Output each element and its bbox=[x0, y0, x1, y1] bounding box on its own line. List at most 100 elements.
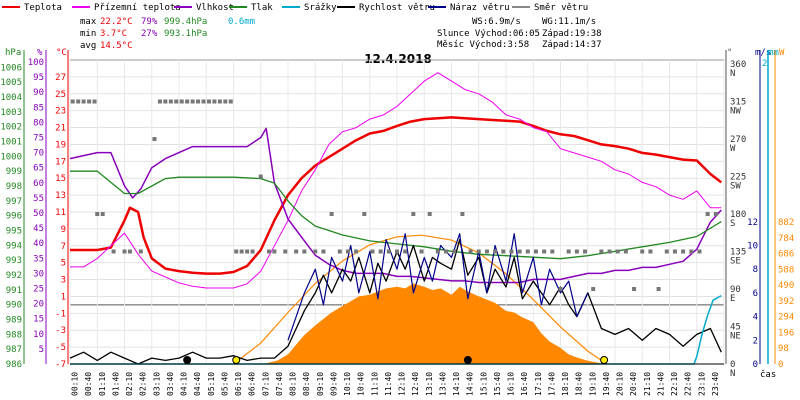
wind-direction-point bbox=[212, 99, 217, 104]
wind-direction-point bbox=[468, 249, 473, 254]
wind-direction-point bbox=[206, 99, 211, 104]
wind-tick-label: 2 bbox=[753, 336, 758, 346]
humidity-tick-label: 70 bbox=[33, 149, 44, 159]
wind-direction-point bbox=[427, 212, 432, 216]
wind-direction-point bbox=[250, 249, 255, 254]
wind-direction-point bbox=[362, 212, 367, 216]
humidity-tick-label: 90 bbox=[33, 88, 44, 98]
wind-direction-point bbox=[138, 249, 143, 254]
direction-tick-sub: E bbox=[730, 294, 735, 304]
temperature-tick-label: -7 bbox=[55, 360, 66, 370]
x-tick-label: 12:40 bbox=[411, 372, 420, 396]
wind-direction-point bbox=[681, 249, 686, 254]
wind-direction-point bbox=[599, 249, 604, 254]
wind-direction-point bbox=[217, 99, 222, 104]
wind-direction-point bbox=[509, 249, 514, 254]
axes: hPa9869879889899909919929939949959969979… bbox=[0, 48, 794, 379]
x-tick-label: 12:10 bbox=[398, 372, 407, 396]
wind-direction-point bbox=[163, 99, 168, 104]
stat-max-rain: 0.6mm bbox=[228, 17, 255, 27]
series-line bbox=[287, 233, 589, 341]
moonrise-marker bbox=[183, 356, 192, 364]
direction-axis-unit: ° bbox=[727, 48, 732, 58]
pressure-tick-label: 990 bbox=[6, 301, 22, 311]
solar-tick-label: 98 bbox=[778, 344, 789, 354]
wind-direction-point bbox=[258, 174, 263, 179]
pressure-tick-label: 988 bbox=[6, 330, 22, 340]
wind-direction-point bbox=[179, 99, 184, 104]
wind-direction-point bbox=[190, 99, 195, 104]
solar-tick-label: 196 bbox=[778, 328, 794, 338]
humidity-tick-label: 60 bbox=[33, 179, 44, 189]
legend-label: Směr větru bbox=[534, 3, 588, 13]
pressure-tick-label: 1002 bbox=[0, 123, 22, 133]
x-tick-label: 07:40 bbox=[275, 372, 284, 396]
humidity-tick-label: 15 bbox=[33, 315, 44, 325]
x-tick-label: 06:10 bbox=[234, 372, 243, 396]
humidity-axis-unit: % bbox=[37, 48, 43, 58]
x-tick-label: 20:40 bbox=[629, 372, 638, 396]
wind-direction-point bbox=[111, 249, 116, 254]
wind-direction-point bbox=[76, 99, 81, 104]
wind-direction-point bbox=[321, 249, 326, 254]
wind-direction-point bbox=[127, 249, 132, 254]
temperature-tick-label: 3 bbox=[61, 276, 66, 286]
direction-tick-label: 90 bbox=[730, 285, 741, 295]
wind-direction-point bbox=[452, 249, 457, 254]
wind-direction-point bbox=[640, 249, 645, 254]
temperature-tick-label: 19 bbox=[55, 140, 66, 150]
wind-direction-point bbox=[476, 249, 481, 254]
humidity-tick-label: 65 bbox=[33, 164, 44, 174]
moonset-marker bbox=[463, 356, 472, 364]
wind-tick-label: 0 bbox=[753, 360, 758, 370]
humidity-tick-label: 100 bbox=[28, 58, 44, 68]
wind-direction-point bbox=[337, 249, 342, 254]
wind-direction-point bbox=[632, 287, 637, 291]
x-tick-label: 13:40 bbox=[438, 372, 447, 396]
x-tick-label: 05:40 bbox=[220, 372, 229, 396]
direction-tick-sub: N bbox=[730, 369, 735, 379]
humidity-tick-label: 5 bbox=[39, 345, 44, 355]
humidity-tick-label: 80 bbox=[33, 118, 44, 128]
wind-tick-label: 6 bbox=[753, 289, 758, 299]
solar-tick-label: 686 bbox=[778, 250, 794, 260]
wind-direction-point bbox=[550, 249, 555, 254]
stat-sunset: Západ:19:38 bbox=[542, 29, 602, 39]
series-line bbox=[70, 170, 722, 260]
stat-avg-label: avg bbox=[80, 41, 96, 51]
series-line bbox=[69, 238, 722, 365]
x-axis-unit: čas bbox=[760, 369, 776, 380]
stat-max-temp: 22.2°C bbox=[100, 17, 133, 27]
wind-direction-point bbox=[100, 212, 105, 216]
x-tick-label: 16:10 bbox=[507, 372, 516, 396]
temperature-tick-label: 5 bbox=[61, 259, 66, 269]
wind-direction-point bbox=[70, 99, 75, 104]
wind-direction-point bbox=[615, 249, 620, 254]
wind-direction-point bbox=[705, 212, 710, 216]
pressure-tick-label: 996 bbox=[6, 212, 22, 222]
x-tick-label: 17:10 bbox=[534, 372, 543, 396]
rain-axis-unit: mm bbox=[768, 48, 779, 58]
wind-direction-point bbox=[157, 99, 162, 104]
wind-direction-point bbox=[196, 99, 201, 104]
wind-direction-point bbox=[228, 99, 233, 104]
wind-direction-point bbox=[419, 249, 424, 254]
solar-axis-unit: W bbox=[779, 48, 785, 58]
x-tick-label: 22:40 bbox=[684, 372, 693, 396]
stat-max-label: max bbox=[80, 17, 97, 27]
wind-tick-label: 12 bbox=[747, 218, 758, 228]
wind-direction-point bbox=[623, 249, 628, 254]
wind-direction-point bbox=[591, 287, 596, 291]
solar-tick-label: 784 bbox=[778, 234, 794, 244]
stat-max-hum: 79% bbox=[141, 17, 158, 27]
x-tick-label: 01:40 bbox=[111, 372, 120, 396]
x-tick-label: 01:10 bbox=[98, 372, 107, 396]
x-tick-label: 15:40 bbox=[493, 372, 502, 396]
wind-direction-point bbox=[378, 249, 383, 254]
humidity-tick-label: 35 bbox=[33, 254, 44, 264]
x-tick-label: 03:10 bbox=[152, 372, 161, 396]
legend-label: Tlak bbox=[251, 3, 273, 13]
solar-tick-label: 294 bbox=[778, 313, 794, 323]
x-tick-label: 19:10 bbox=[588, 372, 597, 396]
x-tick-label: 00:40 bbox=[84, 372, 93, 396]
